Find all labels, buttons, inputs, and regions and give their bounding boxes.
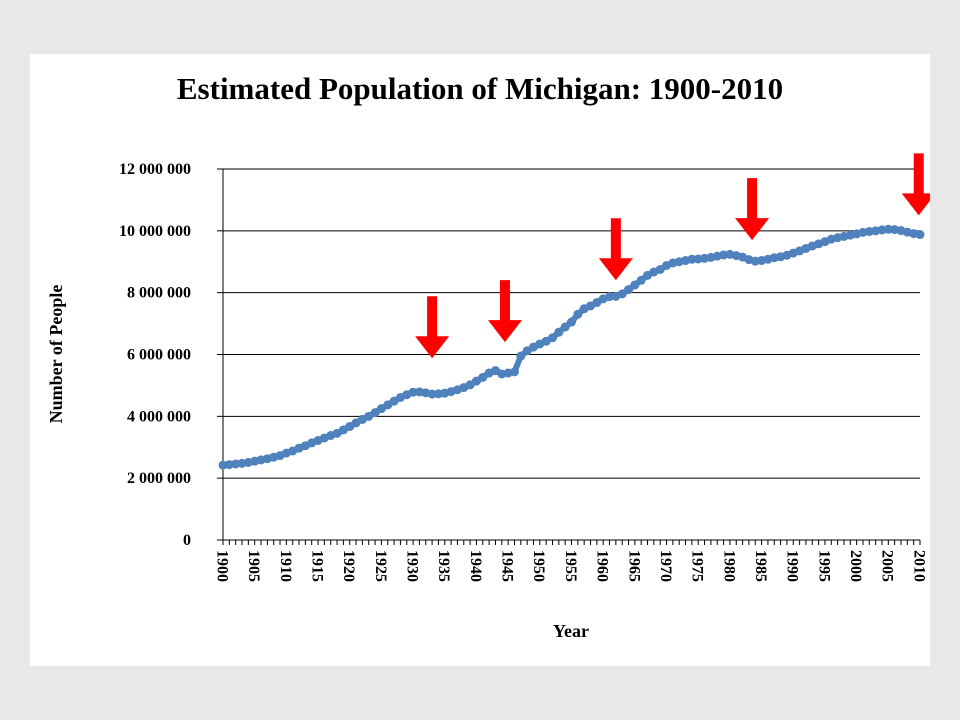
x-tick-label: 1940 <box>467 550 484 582</box>
x-tick-labels: 1900 1905 1910 1915 1920 1925 1930 1935 1940 1945… <box>213 550 927 582</box>
data-point <box>560 322 570 332</box>
data-point <box>915 230 925 240</box>
y-tick-label: 12 000 000 <box>119 161 191 178</box>
x-tick-label: 1975 <box>689 550 706 582</box>
series-group <box>218 224 925 470</box>
x-tick-label: 1915 <box>308 550 325 582</box>
gridlines <box>223 168 920 479</box>
data-point <box>883 224 893 234</box>
x-tick-label: 2005 <box>879 550 896 582</box>
y-tick-label: 0 <box>183 532 191 549</box>
x-tick-label: 1945 <box>499 550 516 582</box>
arrow-down-icon <box>415 296 450 359</box>
x-tick-label: 1980 <box>720 550 737 582</box>
y-tick-label: 2 000 000 <box>127 470 191 487</box>
chart-title: Estimated Population of Michigan: 1900-2… <box>177 71 783 106</box>
data-point <box>567 317 576 327</box>
series-line <box>220 226 923 469</box>
x-tick-label: 1985 <box>752 550 769 582</box>
x-tick-label: 1920 <box>340 550 357 582</box>
data-point <box>427 389 437 399</box>
y-tick-label: 4 000 000 <box>127 408 191 425</box>
x-tick-label: 1900 <box>213 550 230 582</box>
x-tick-label: 1930 <box>403 550 420 582</box>
axes <box>217 168 921 545</box>
x-tick-label: 1990 <box>784 550 801 582</box>
chart-canvas: Estimated Population of Michigan: 1900-2… <box>46 71 930 641</box>
data-point <box>573 309 583 319</box>
data-point <box>624 285 634 295</box>
data-point <box>408 387 418 397</box>
data-point <box>516 351 526 361</box>
data-point <box>547 333 557 343</box>
x-axis-title: Year <box>553 621 589 641</box>
x-tick-label: 1970 <box>657 550 674 582</box>
arrow-annotations <box>415 153 930 359</box>
data-point <box>554 327 564 337</box>
x-tick-label: 1965 <box>625 550 642 582</box>
data-point <box>617 289 627 299</box>
arrow-down-icon <box>598 218 633 281</box>
data-point <box>636 275 646 285</box>
y-tick-labels: 0 2 000 000 4 000 000 6 000 000 8 000 000 10 … <box>119 161 191 549</box>
data-point <box>509 367 519 377</box>
arrow-down-icon <box>735 178 770 241</box>
data-point <box>605 292 615 302</box>
x-tick-label: 1905 <box>245 550 262 582</box>
chart-slide: Estimated Population of Michigan: 1900-2… <box>30 54 930 666</box>
x-tick-label: 1960 <box>594 550 611 582</box>
y-axis-title: Number of People <box>46 285 66 424</box>
arrow-down-icon <box>901 153 930 216</box>
x-tick-label: 2000 <box>847 550 864 582</box>
x-tick-label: 1925 <box>372 550 389 582</box>
x-tick-label: 1935 <box>435 550 452 582</box>
x-tick-label: 1955 <box>562 550 579 582</box>
data-point <box>687 254 697 264</box>
y-tick-label: 8 000 000 <box>127 285 191 302</box>
x-tick-label: 2010 <box>910 550 927 582</box>
arrow-down-icon <box>487 280 522 343</box>
x-tick-label: 1950 <box>530 550 547 582</box>
y-tick-label: 10 000 000 <box>119 223 191 240</box>
y-tick-label: 6 000 000 <box>127 347 191 364</box>
data-point <box>478 372 488 382</box>
x-tick-label: 1995 <box>815 550 832 582</box>
data-point <box>630 280 640 290</box>
x-tick-label: 1910 <box>277 550 294 582</box>
